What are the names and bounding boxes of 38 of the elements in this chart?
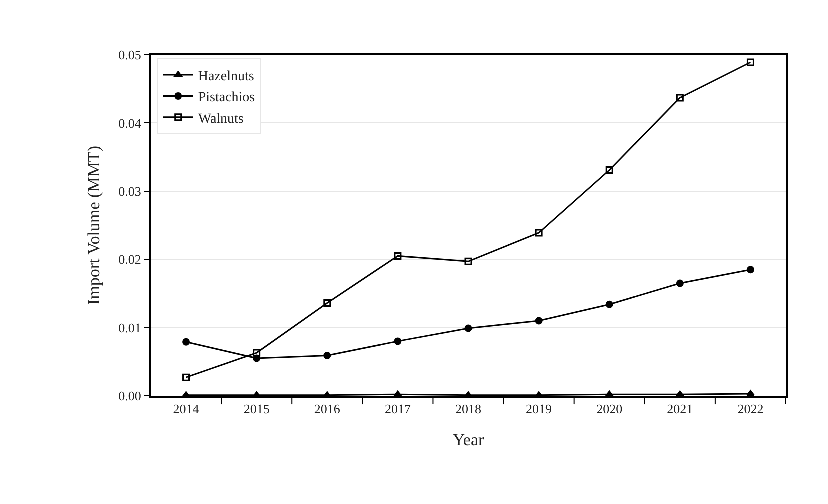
x-tick-label: 2020 xyxy=(596,402,623,417)
x-tick-label: 2019 xyxy=(526,402,552,417)
point xyxy=(676,94,684,102)
y-axis-title: Import Volume (MMT) xyxy=(84,146,104,305)
y-tick-label: 0.01 xyxy=(118,320,142,336)
x-axis-title: Year xyxy=(452,430,484,450)
point xyxy=(464,258,472,266)
x-tick-label: 2018 xyxy=(456,402,482,417)
point xyxy=(394,338,402,346)
point xyxy=(535,317,543,325)
x-tick-label: 2021 xyxy=(667,402,694,417)
point xyxy=(606,300,614,308)
point xyxy=(535,229,543,237)
x-tick-label: 2022 xyxy=(738,402,764,417)
point xyxy=(182,374,190,382)
x-tick-label: 2016 xyxy=(314,402,341,417)
x-tick-label: 2015 xyxy=(244,402,270,417)
legend-label: Pistachios xyxy=(198,90,256,106)
point xyxy=(464,324,472,332)
y-tick-label: 0.02 xyxy=(118,252,142,268)
point xyxy=(676,280,684,288)
point xyxy=(746,266,754,274)
y-tick-label: 0.03 xyxy=(118,184,142,199)
legend-label: Walnuts xyxy=(198,112,244,127)
x-tick-label: 2017 xyxy=(384,402,412,417)
y-tick-label: 0.04 xyxy=(118,116,142,131)
legend-label: Hazelnuts xyxy=(198,69,254,84)
y-tick-label: 0.00 xyxy=(118,388,142,404)
point xyxy=(324,300,332,307)
point xyxy=(182,338,190,346)
y-tick-label: 0.05 xyxy=(118,48,142,63)
point xyxy=(324,352,332,360)
point xyxy=(606,166,614,174)
point xyxy=(746,58,754,66)
point xyxy=(746,390,755,396)
point xyxy=(253,349,261,357)
x-tick-label: 2014 xyxy=(173,402,200,417)
point xyxy=(394,252,402,260)
